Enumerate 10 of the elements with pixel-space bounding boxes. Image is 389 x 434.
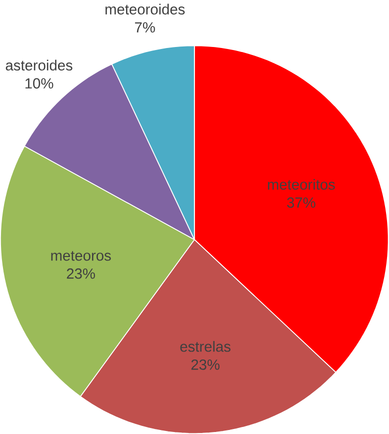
slice-label: meteoritos xyxy=(268,178,335,190)
data-label: 7% xyxy=(135,22,156,33)
data-label: 23% xyxy=(67,268,96,279)
slice-label: meteoroides xyxy=(106,4,185,15)
slice-label: asteroides xyxy=(6,60,72,71)
slice-label: estrelas xyxy=(180,341,231,352)
data-label: 10% xyxy=(26,78,54,89)
data-label: 23% xyxy=(192,359,220,370)
slice-label: meteoros xyxy=(51,251,111,261)
data-label: 37% xyxy=(287,197,316,208)
